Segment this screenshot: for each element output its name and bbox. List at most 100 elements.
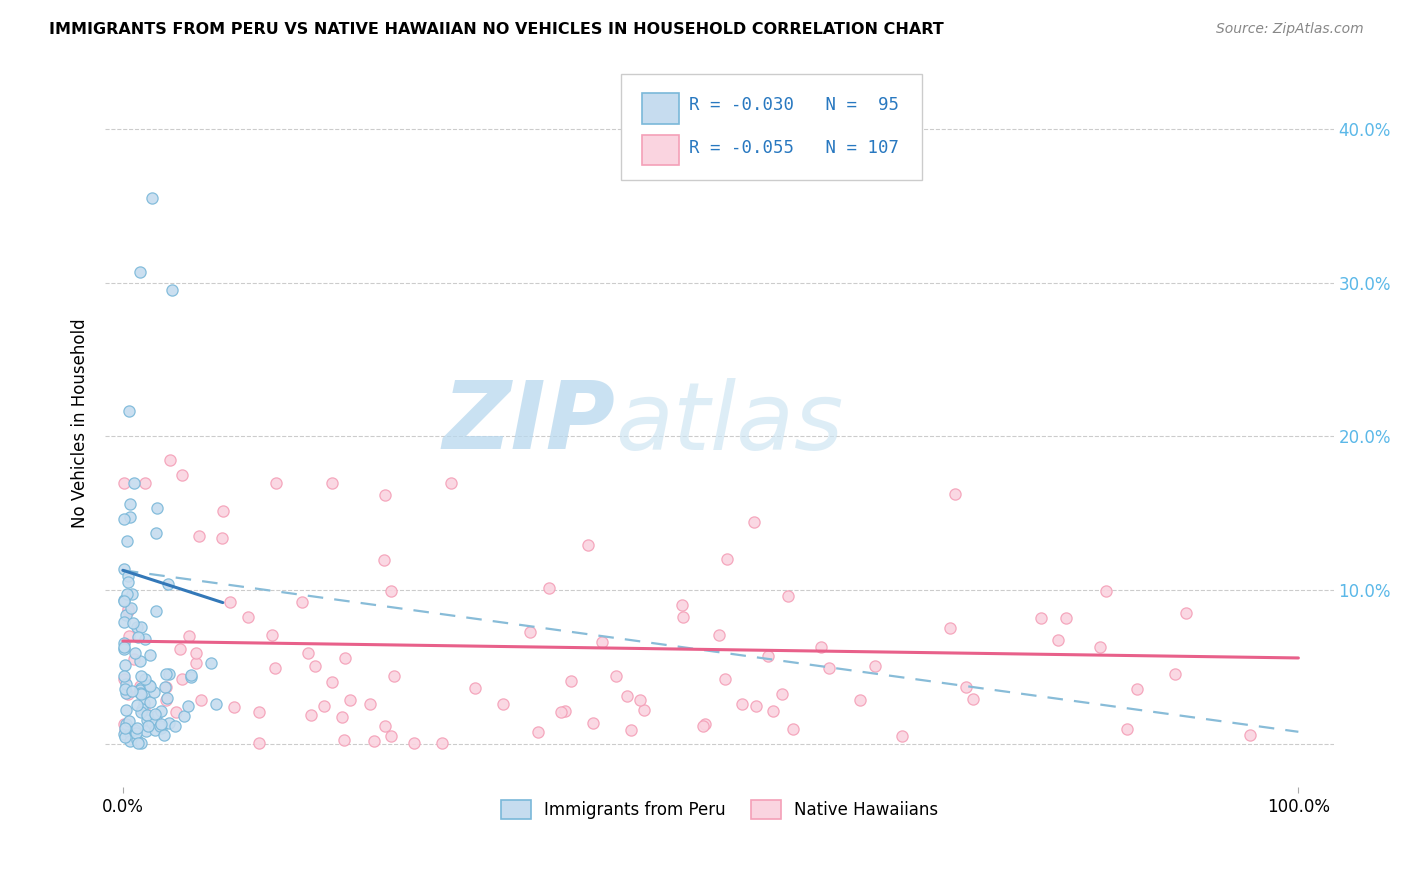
Point bbox=[863, 659, 886, 673]
Point bbox=[620, 723, 643, 738]
Point bbox=[170, 672, 193, 686]
Point bbox=[141, 716, 163, 731]
Point bbox=[134, 673, 156, 687]
FancyBboxPatch shape bbox=[621, 74, 922, 179]
Point bbox=[169, 642, 191, 657]
Point bbox=[114, 716, 136, 731]
Point bbox=[628, 693, 651, 707]
Point bbox=[157, 716, 180, 731]
Point bbox=[112, 475, 135, 490]
Point bbox=[122, 652, 145, 666]
Point bbox=[112, 615, 135, 630]
Point bbox=[205, 697, 228, 711]
Point bbox=[117, 604, 139, 618]
Point bbox=[129, 620, 152, 634]
Point bbox=[264, 661, 287, 675]
Point bbox=[118, 509, 141, 524]
Point bbox=[142, 685, 165, 699]
Point bbox=[153, 681, 176, 695]
Point bbox=[122, 723, 145, 738]
Point bbox=[112, 594, 135, 608]
Point bbox=[112, 669, 135, 683]
Point bbox=[247, 735, 270, 749]
Point bbox=[537, 582, 560, 596]
Point bbox=[115, 677, 138, 691]
Point bbox=[939, 621, 962, 635]
Point bbox=[332, 710, 354, 724]
Point bbox=[762, 704, 785, 718]
Point bbox=[129, 265, 152, 279]
Point bbox=[731, 697, 754, 711]
Point bbox=[339, 692, 361, 706]
Point bbox=[124, 726, 146, 740]
Point bbox=[127, 631, 149, 645]
Point bbox=[173, 708, 195, 723]
Point bbox=[695, 716, 717, 731]
Point bbox=[186, 656, 208, 670]
Point bbox=[134, 475, 156, 490]
Point bbox=[554, 704, 576, 718]
Point bbox=[291, 594, 314, 608]
Point bbox=[714, 672, 737, 686]
Point bbox=[112, 640, 135, 654]
Point bbox=[139, 679, 162, 693]
Point bbox=[117, 568, 139, 582]
Point bbox=[312, 699, 335, 714]
Point bbox=[211, 531, 233, 545]
Point bbox=[145, 708, 167, 723]
Point bbox=[124, 646, 146, 660]
Point bbox=[363, 734, 385, 748]
Point bbox=[742, 515, 765, 529]
Point bbox=[114, 607, 136, 622]
Point bbox=[135, 723, 157, 738]
Point bbox=[117, 687, 139, 701]
Point bbox=[374, 488, 396, 502]
Point bbox=[464, 681, 486, 696]
Point bbox=[560, 674, 582, 689]
Point bbox=[127, 732, 149, 747]
Point bbox=[527, 724, 550, 739]
Point bbox=[112, 636, 135, 650]
Point bbox=[115, 533, 138, 548]
Point bbox=[962, 692, 984, 706]
Point bbox=[112, 673, 135, 687]
Point bbox=[1174, 607, 1197, 621]
Point bbox=[188, 529, 211, 543]
Point bbox=[1095, 584, 1118, 599]
Point bbox=[112, 727, 135, 741]
Point bbox=[359, 697, 381, 711]
Point bbox=[149, 721, 172, 735]
Point bbox=[128, 679, 150, 693]
Point bbox=[114, 657, 136, 672]
Point bbox=[121, 683, 143, 698]
Point bbox=[134, 696, 156, 710]
Point bbox=[134, 632, 156, 646]
Point bbox=[633, 703, 655, 717]
Y-axis label: No Vehicles in Household: No Vehicles in Household bbox=[72, 318, 89, 528]
Point bbox=[129, 681, 152, 696]
Point bbox=[114, 681, 136, 696]
Point bbox=[582, 715, 605, 730]
Point bbox=[149, 718, 172, 732]
Point bbox=[180, 670, 202, 684]
Point bbox=[333, 732, 356, 747]
Point bbox=[849, 692, 872, 706]
Point bbox=[159, 452, 181, 467]
Point bbox=[117, 575, 139, 590]
Legend: Immigrants from Peru, Native Hawaiians: Immigrants from Peru, Native Hawaiians bbox=[494, 794, 945, 826]
FancyBboxPatch shape bbox=[643, 93, 679, 124]
Point bbox=[112, 717, 135, 731]
Point bbox=[143, 723, 166, 737]
Point bbox=[321, 475, 343, 490]
Point bbox=[190, 693, 212, 707]
Point bbox=[129, 654, 152, 668]
Point bbox=[492, 697, 515, 711]
Point bbox=[127, 721, 149, 735]
Point bbox=[122, 616, 145, 631]
Point bbox=[440, 475, 463, 490]
Point bbox=[236, 610, 259, 624]
Point bbox=[770, 688, 793, 702]
Point bbox=[138, 694, 160, 708]
Point bbox=[156, 691, 179, 706]
Point bbox=[299, 708, 322, 723]
